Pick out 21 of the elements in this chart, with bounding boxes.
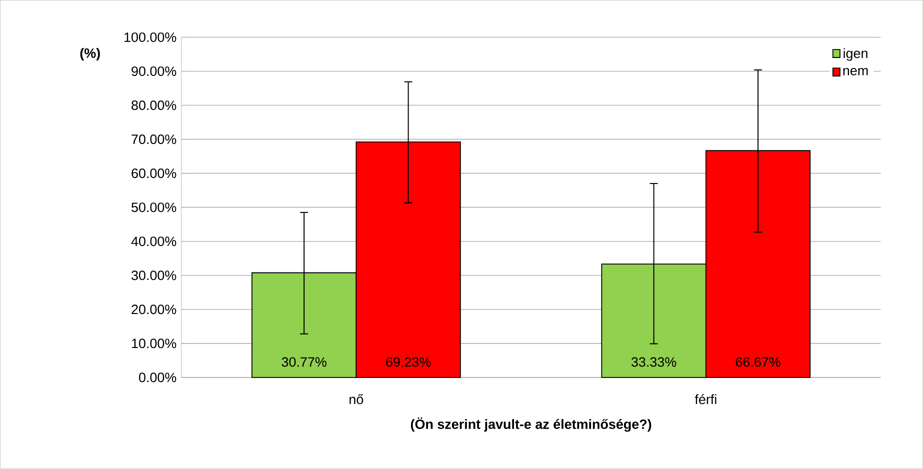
legend-label: igen [844, 48, 868, 61]
y-tick-label: 40.00% [131, 236, 176, 246]
y-tick-label: 30.00% [132, 270, 176, 280]
x-axis-title: (Ön szerint javult-e az életminősége?) [410, 417, 652, 432]
data-label: 30.77% [282, 357, 326, 367]
data-label: 69.23% [386, 357, 431, 367]
y-axis-title: (%) [80, 48, 100, 61]
legend-label: nem [843, 68, 868, 76]
data-label: 66.67% [736, 357, 780, 367]
y-tick-label: 10.00% [132, 338, 176, 348]
x-tick-label: férfi [694, 394, 716, 404]
y-tick-label: 70.00% [132, 134, 176, 144]
y-tick-label: 60.00% [132, 168, 176, 178]
y-tick-label: 90.00% [132, 66, 176, 76]
y-tick-label: 100.00% [124, 32, 176, 42]
y-tick-label: 50.00% [132, 202, 176, 212]
y-tick-label: 80.00% [132, 100, 176, 110]
x-tick-label: nő [350, 394, 364, 404]
y-tick-label: 0.00% [139, 372, 176, 382]
y-tick-label: 20.00% [132, 304, 176, 314]
data-label: 33.33% [632, 357, 676, 367]
